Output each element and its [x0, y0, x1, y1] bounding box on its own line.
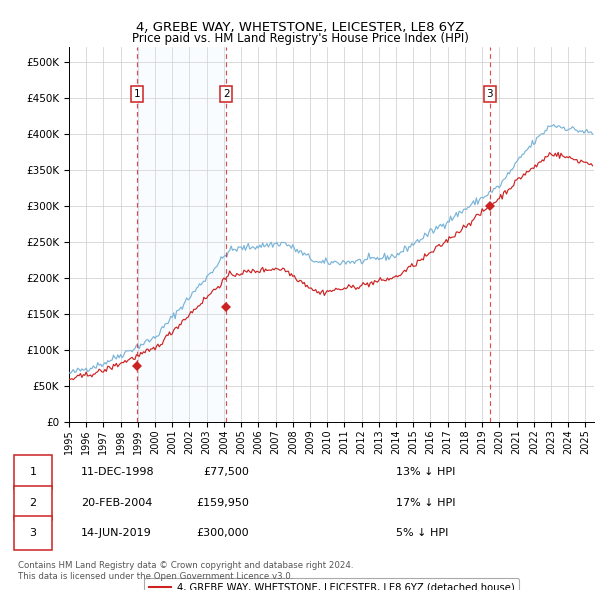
Text: 5% ↓ HPI: 5% ↓ HPI [396, 529, 448, 538]
Text: This data is licensed under the Open Government Licence v3.0.: This data is licensed under the Open Gov… [18, 572, 293, 581]
Text: 17% ↓ HPI: 17% ↓ HPI [396, 498, 455, 507]
Text: 3: 3 [29, 529, 37, 538]
Text: 11-DEC-1998: 11-DEC-1998 [81, 467, 155, 477]
Text: 13% ↓ HPI: 13% ↓ HPI [396, 467, 455, 477]
Text: 1: 1 [29, 467, 37, 477]
Text: 1: 1 [134, 89, 140, 99]
Text: Price paid vs. HM Land Registry's House Price Index (HPI): Price paid vs. HM Land Registry's House … [131, 32, 469, 45]
Legend: 4, GREBE WAY, WHETSTONE, LEICESTER, LE8 6YZ (detached house), HPI: Average price: 4, GREBE WAY, WHETSTONE, LEICESTER, LE8 … [143, 578, 520, 590]
Text: £159,950: £159,950 [196, 498, 249, 507]
Text: 3: 3 [487, 89, 493, 99]
Text: 4, GREBE WAY, WHETSTONE, LEICESTER, LE8 6YZ: 4, GREBE WAY, WHETSTONE, LEICESTER, LE8 … [136, 21, 464, 34]
Text: £77,500: £77,500 [203, 467, 249, 477]
Text: 14-JUN-2019: 14-JUN-2019 [81, 529, 152, 538]
Text: Contains HM Land Registry data © Crown copyright and database right 2024.: Contains HM Land Registry data © Crown c… [18, 560, 353, 569]
Text: 20-FEB-2004: 20-FEB-2004 [81, 498, 152, 507]
Text: £300,000: £300,000 [196, 529, 249, 538]
Text: 2: 2 [29, 498, 37, 507]
Text: 2: 2 [223, 89, 230, 99]
Bar [137, 47, 226, 422]
